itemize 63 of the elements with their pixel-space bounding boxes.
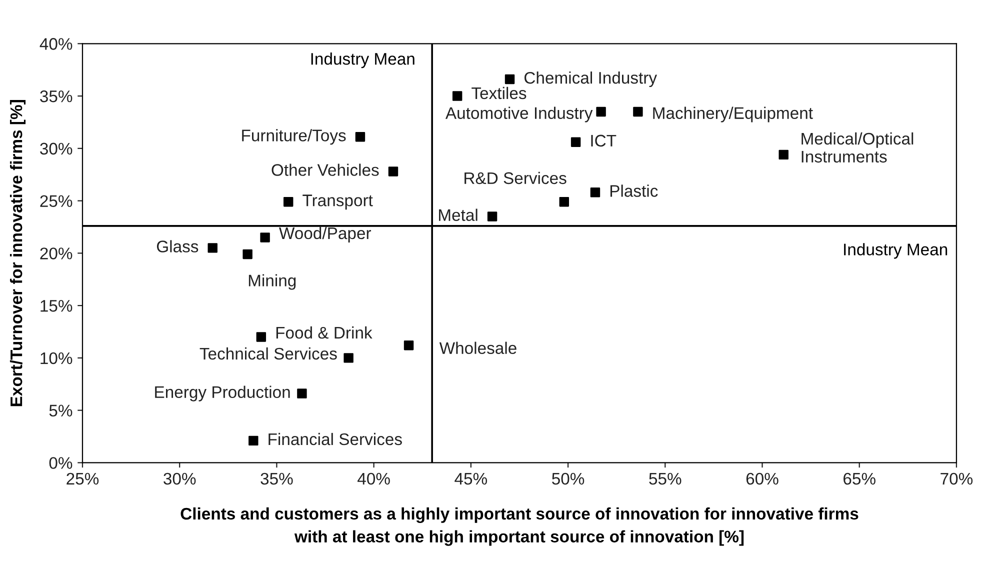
point <box>633 106 643 117</box>
annotation: Textiles <box>472 86 526 100</box>
annotation: Technical Services <box>200 347 337 360</box>
annotation: Machinery/Equipment <box>653 106 813 122</box>
annotation: Chemical Industry <box>524 72 658 88</box>
point <box>452 91 462 101</box>
y-tick-label: 5% <box>49 404 72 417</box>
x-tick-label: 25% <box>66 472 99 485</box>
y-tick-label: 0% <box>49 457 72 469</box>
x-tick-label: 70% <box>940 472 973 485</box>
point <box>388 166 398 176</box>
x-tick-label: 50% <box>552 472 584 485</box>
ref-line-label: Industry Mean <box>844 243 948 259</box>
annotation: R&D Services <box>464 172 566 184</box>
point <box>504 74 515 84</box>
point <box>248 436 258 446</box>
x-tick-label: 65% <box>844 472 876 485</box>
point <box>487 212 498 222</box>
annotation: Other Vehicles <box>272 164 379 176</box>
point <box>596 106 606 117</box>
x-tick-label: 55% <box>649 472 682 485</box>
point <box>355 132 366 142</box>
annotation: Medical/Optical Instruments <box>802 132 914 163</box>
y-tick-label: 25% <box>40 195 72 207</box>
point <box>344 353 354 363</box>
point <box>590 188 600 198</box>
y-tick-label: 30% <box>40 142 72 155</box>
point <box>559 196 570 207</box>
annotation: Wholesale <box>439 342 516 354</box>
annotation: Food & Drink <box>276 326 372 339</box>
point <box>283 196 294 207</box>
x-tick-label: 45% <box>454 472 488 485</box>
annotation: Financial Services <box>268 432 402 446</box>
annotation: Energy Production <box>155 386 290 402</box>
y-tick-label: 35% <box>40 90 72 102</box>
point <box>404 340 414 350</box>
y-tick-label: 40% <box>40 38 72 50</box>
point <box>778 150 788 160</box>
y-tick-label: 20% <box>40 248 72 260</box>
annotation: Wood/Paper <box>279 226 372 242</box>
point <box>208 243 218 253</box>
y-tick-label: 10% <box>40 352 72 364</box>
ref-line-label: Industry Mean <box>311 52 414 68</box>
annotation: Automotive Industry <box>445 106 593 122</box>
y-axis-title: Exort/Turnover for innovative firms [%] <box>10 100 26 406</box>
x-axis-title: Clients and customers as a highly important source of innovation for innovative firms with at least one high important source of innovation [%] <box>180 507 858 546</box>
x-tick-label: 30% <box>164 472 196 485</box>
point <box>260 232 270 242</box>
annotation: Transport <box>302 194 373 210</box>
annotation: Furniture/Toys <box>242 129 346 145</box>
annotation: Glass <box>156 240 198 252</box>
annotation: Plastic <box>610 184 658 197</box>
point <box>297 388 307 398</box>
annotation: Metal <box>439 208 478 221</box>
x-tick-label: 40% <box>358 472 390 485</box>
point <box>256 332 266 342</box>
point <box>570 137 581 147</box>
x-tick-label: 60% <box>746 472 778 485</box>
point <box>242 249 252 260</box>
y-tick-label: 15% <box>40 300 72 312</box>
annotation: Mining <box>248 274 296 290</box>
x-tick-label: 35% <box>260 472 293 485</box>
annotation: ICT <box>591 134 616 147</box>
